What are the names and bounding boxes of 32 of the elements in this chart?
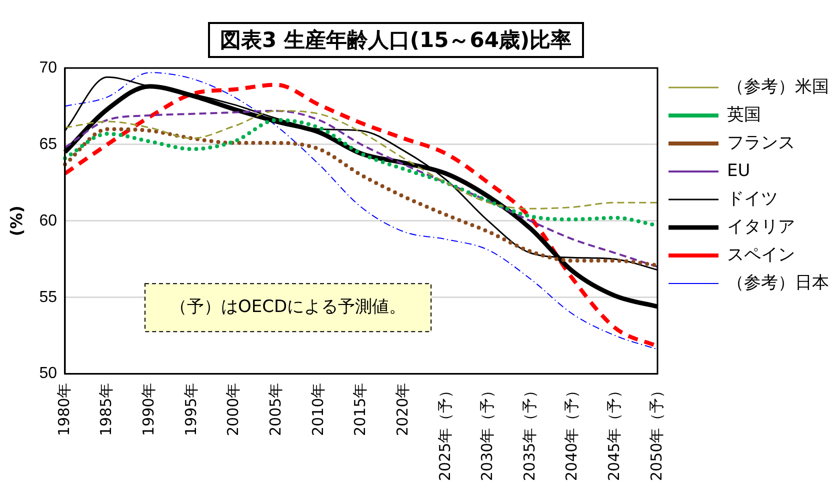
x-tick-label: 2040年（予）: [562, 382, 581, 482]
x-tick-label: 1990年: [140, 382, 158, 436]
legend-label: （参考）米国: [727, 76, 829, 97]
line-series: [64, 110, 658, 210]
y-tick-label: 60: [39, 212, 58, 230]
legend-label: スペイン: [727, 244, 795, 265]
legend-label: イタリア: [727, 216, 795, 237]
x-tick-label: 2025年（予）: [436, 382, 454, 482]
x-tick-label: 1985年: [97, 382, 116, 436]
y-tick-label: 55: [39, 288, 58, 306]
y-tick-label: 65: [39, 136, 58, 153]
x-tick-label: 2030年（予）: [478, 382, 496, 482]
legend-label: ドイツ: [727, 188, 778, 209]
y-tick-label: 50: [39, 365, 58, 382]
x-tick-label: 1980年: [54, 382, 73, 436]
legend-label: フランス: [727, 132, 795, 153]
y-axis-title: (%): [6, 206, 26, 236]
legend-label: EU: [727, 160, 750, 181]
annotation: （予）はOECDによる予測値。: [170, 297, 406, 318]
x-tick-label: 2035年（予）: [520, 382, 538, 482]
x-tick-label: 2015年: [351, 382, 370, 436]
x-tick-label: 2020年: [393, 382, 412, 436]
x-tick-label: 2050年（予）: [647, 382, 666, 482]
legend-label: 英国: [727, 104, 761, 125]
x-tick-label: 1995年: [182, 382, 200, 436]
legend-label: （参考）日本: [727, 272, 829, 293]
x-tick-label: 2045年（予）: [605, 382, 624, 482]
x-tick-label: 2000年: [224, 382, 242, 436]
x-tick-label: 2005年: [266, 382, 284, 436]
chart-title: 図表3 生産年齢人口(15～64歳)比率: [208, 22, 584, 58]
y-tick-label: 70: [39, 59, 58, 76]
x-tick-label: 2010年: [308, 382, 327, 436]
